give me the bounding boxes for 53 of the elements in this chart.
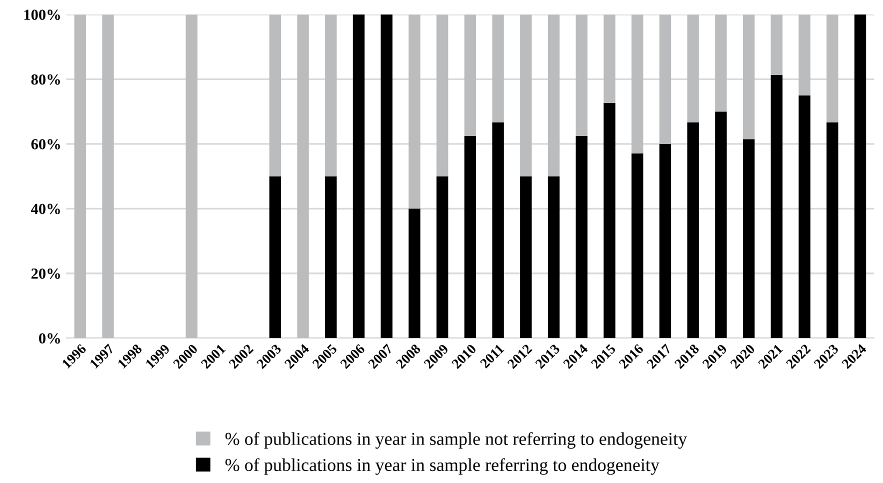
bar <box>297 14 309 338</box>
x-tick-label: 1999 <box>145 344 170 369</box>
bar <box>520 176 532 338</box>
bar <box>352 14 365 338</box>
bar <box>604 14 616 103</box>
bar <box>576 136 588 338</box>
bar <box>576 14 588 136</box>
bar <box>604 102 616 338</box>
bar <box>464 14 476 136</box>
bar <box>687 122 699 338</box>
bar <box>492 14 504 122</box>
bar <box>659 14 672 144</box>
legend-label: % of publications in year in sample referring to endogeneity <box>225 458 660 475</box>
bar <box>770 75 783 338</box>
bar <box>687 14 699 122</box>
bar <box>632 14 644 154</box>
y-tick-label: 100% <box>24 10 60 20</box>
bar <box>520 14 532 176</box>
bar <box>325 14 337 176</box>
bar <box>770 14 783 76</box>
bar <box>798 14 810 96</box>
bar <box>408 14 420 209</box>
bar <box>798 95 810 338</box>
bar <box>74 14 86 338</box>
bar <box>436 176 448 338</box>
bar <box>186 14 198 338</box>
bar <box>659 144 672 338</box>
bar <box>715 112 727 338</box>
bar <box>742 14 755 140</box>
y-tick-label: 80% <box>31 74 60 85</box>
bar <box>102 14 114 338</box>
bar <box>548 14 560 176</box>
bar <box>826 14 838 122</box>
bar <box>436 14 448 176</box>
bar <box>408 208 420 338</box>
y-tick-label: 40% <box>31 204 60 214</box>
bar <box>269 14 282 176</box>
x-tick-label: 2011 <box>480 344 504 369</box>
bar <box>632 153 644 338</box>
bar <box>380 14 392 338</box>
bar <box>325 176 337 338</box>
bar <box>548 176 560 338</box>
legend-label: % of publications in year in sample not referring to endogeneity <box>225 432 688 449</box>
bar <box>269 176 282 338</box>
y-tick-label: 0% <box>39 333 60 344</box>
y-tick-label: 60% <box>31 139 60 150</box>
y-tick-label: 20% <box>31 268 60 279</box>
bar <box>742 139 755 338</box>
bar <box>715 14 727 112</box>
bar <box>464 136 476 338</box>
bar <box>492 122 504 338</box>
bar <box>826 122 838 338</box>
bar <box>854 14 866 338</box>
